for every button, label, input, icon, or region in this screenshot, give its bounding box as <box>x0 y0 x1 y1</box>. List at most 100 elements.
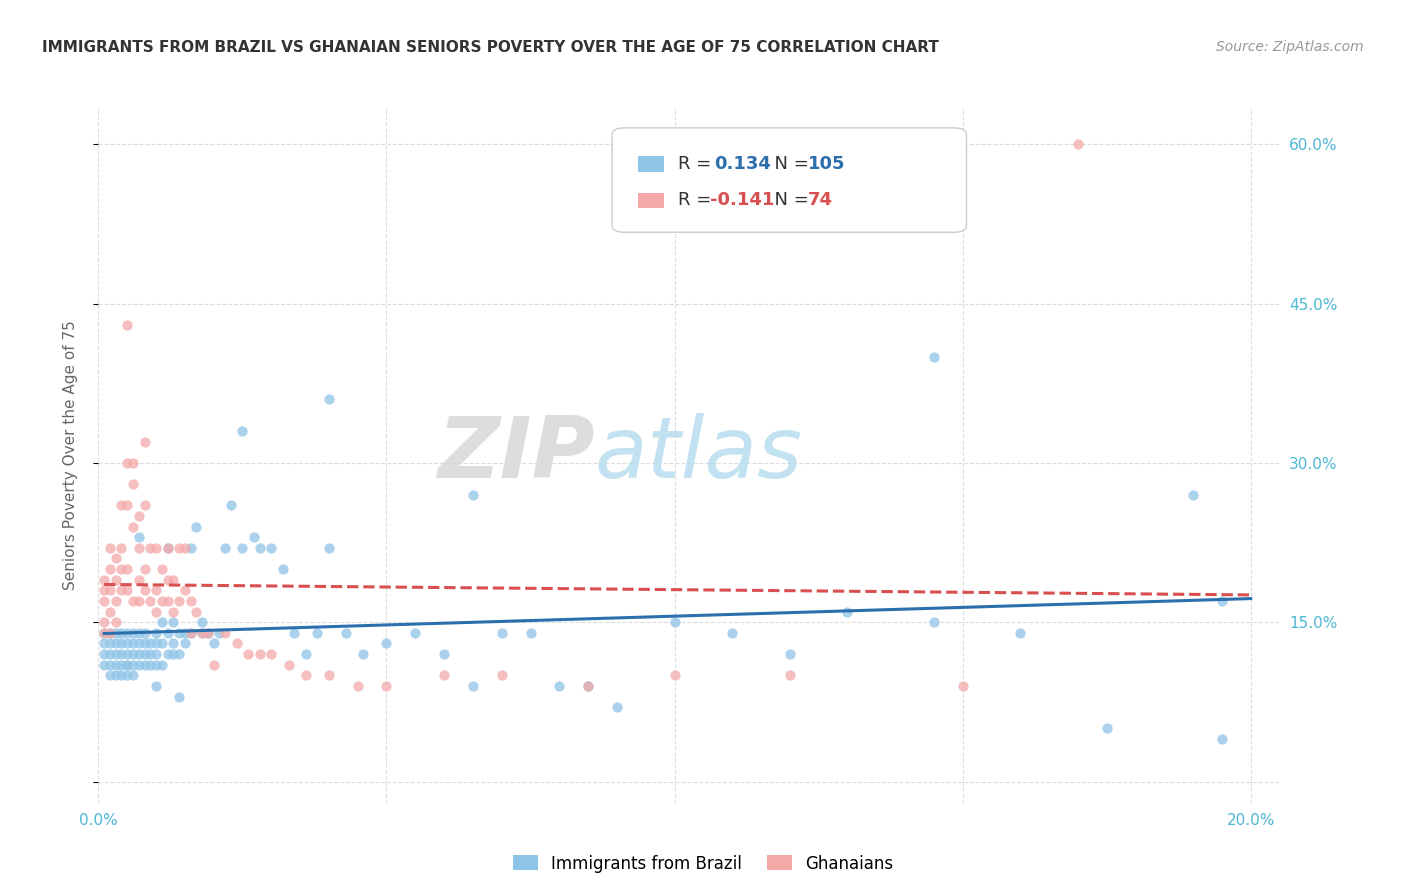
Point <box>1211 594 1233 608</box>
Point <box>128 625 150 640</box>
Point <box>346 679 368 693</box>
Point <box>98 668 121 682</box>
Point <box>150 657 173 672</box>
Point <box>104 594 127 608</box>
Point <box>173 541 195 555</box>
Text: 105: 105 <box>808 155 846 173</box>
Point <box>214 541 236 555</box>
Point <box>225 636 247 650</box>
Point <box>93 594 115 608</box>
FancyBboxPatch shape <box>638 156 664 172</box>
Point <box>139 636 162 650</box>
Point <box>128 636 150 650</box>
Point <box>922 615 945 630</box>
Point <box>134 647 156 661</box>
Point <box>98 636 121 650</box>
Point <box>167 625 190 640</box>
Point <box>104 657 127 672</box>
Point <box>134 583 156 598</box>
Point <box>173 583 195 598</box>
Point <box>548 679 571 693</box>
Point <box>139 647 162 661</box>
Point <box>134 657 156 672</box>
Point <box>1067 137 1090 152</box>
Point <box>122 456 145 470</box>
Point <box>197 625 219 640</box>
Point <box>93 657 115 672</box>
Point <box>433 647 456 661</box>
Point <box>491 625 513 640</box>
Point <box>93 636 115 650</box>
Point <box>150 615 173 630</box>
Point <box>433 668 456 682</box>
Point <box>208 625 231 640</box>
Point <box>145 583 167 598</box>
Point <box>145 647 167 661</box>
Point <box>162 605 184 619</box>
Point <box>1211 732 1233 747</box>
Point <box>180 625 202 640</box>
Point <box>197 625 219 640</box>
Point <box>128 594 150 608</box>
Point <box>375 679 398 693</box>
Point <box>404 625 426 640</box>
Point <box>162 647 184 661</box>
Point <box>318 668 340 682</box>
Point <box>122 647 145 661</box>
Point <box>110 625 132 640</box>
Point <box>115 499 138 513</box>
Point <box>145 679 167 693</box>
Point <box>721 625 744 640</box>
Point <box>128 657 150 672</box>
Point <box>231 424 253 438</box>
Point <box>115 636 138 650</box>
Point <box>779 668 801 682</box>
Point <box>191 625 214 640</box>
Point <box>98 647 121 661</box>
Point <box>173 625 195 640</box>
Point <box>214 625 236 640</box>
Point <box>110 647 132 661</box>
Point <box>128 647 150 661</box>
Point <box>150 636 173 650</box>
Point <box>156 594 179 608</box>
Point <box>156 541 179 555</box>
Point <box>191 615 214 630</box>
Point <box>606 700 628 714</box>
Point <box>180 594 202 608</box>
Point <box>295 647 318 661</box>
Point <box>110 562 132 576</box>
Point <box>128 530 150 544</box>
Point <box>202 636 225 650</box>
Point <box>664 615 686 630</box>
Point <box>115 668 138 682</box>
Point <box>128 541 150 555</box>
Point <box>115 657 138 672</box>
Point <box>352 647 374 661</box>
Point <box>156 573 179 587</box>
Y-axis label: Seniors Poverty Over the Age of 75: Seniors Poverty Over the Age of 75 <box>63 320 77 590</box>
Point <box>576 679 599 693</box>
Point <box>238 647 260 661</box>
Point <box>110 541 132 555</box>
Point <box>167 690 190 704</box>
Point <box>952 679 974 693</box>
Text: ZIP: ZIP <box>437 413 595 497</box>
Point <box>122 657 145 672</box>
Point <box>93 625 115 640</box>
Text: 0.134: 0.134 <box>714 155 770 173</box>
Point <box>115 625 138 640</box>
Point <box>128 508 150 523</box>
Point <box>93 573 115 587</box>
Point <box>461 488 484 502</box>
Text: R =: R = <box>678 155 717 173</box>
Point <box>115 583 138 598</box>
Text: 74: 74 <box>808 191 834 210</box>
Point <box>260 541 283 555</box>
Point <box>104 668 127 682</box>
Point <box>104 573 127 587</box>
Point <box>283 625 305 640</box>
Point <box>104 647 127 661</box>
Point <box>145 625 167 640</box>
Point <box>664 668 686 682</box>
